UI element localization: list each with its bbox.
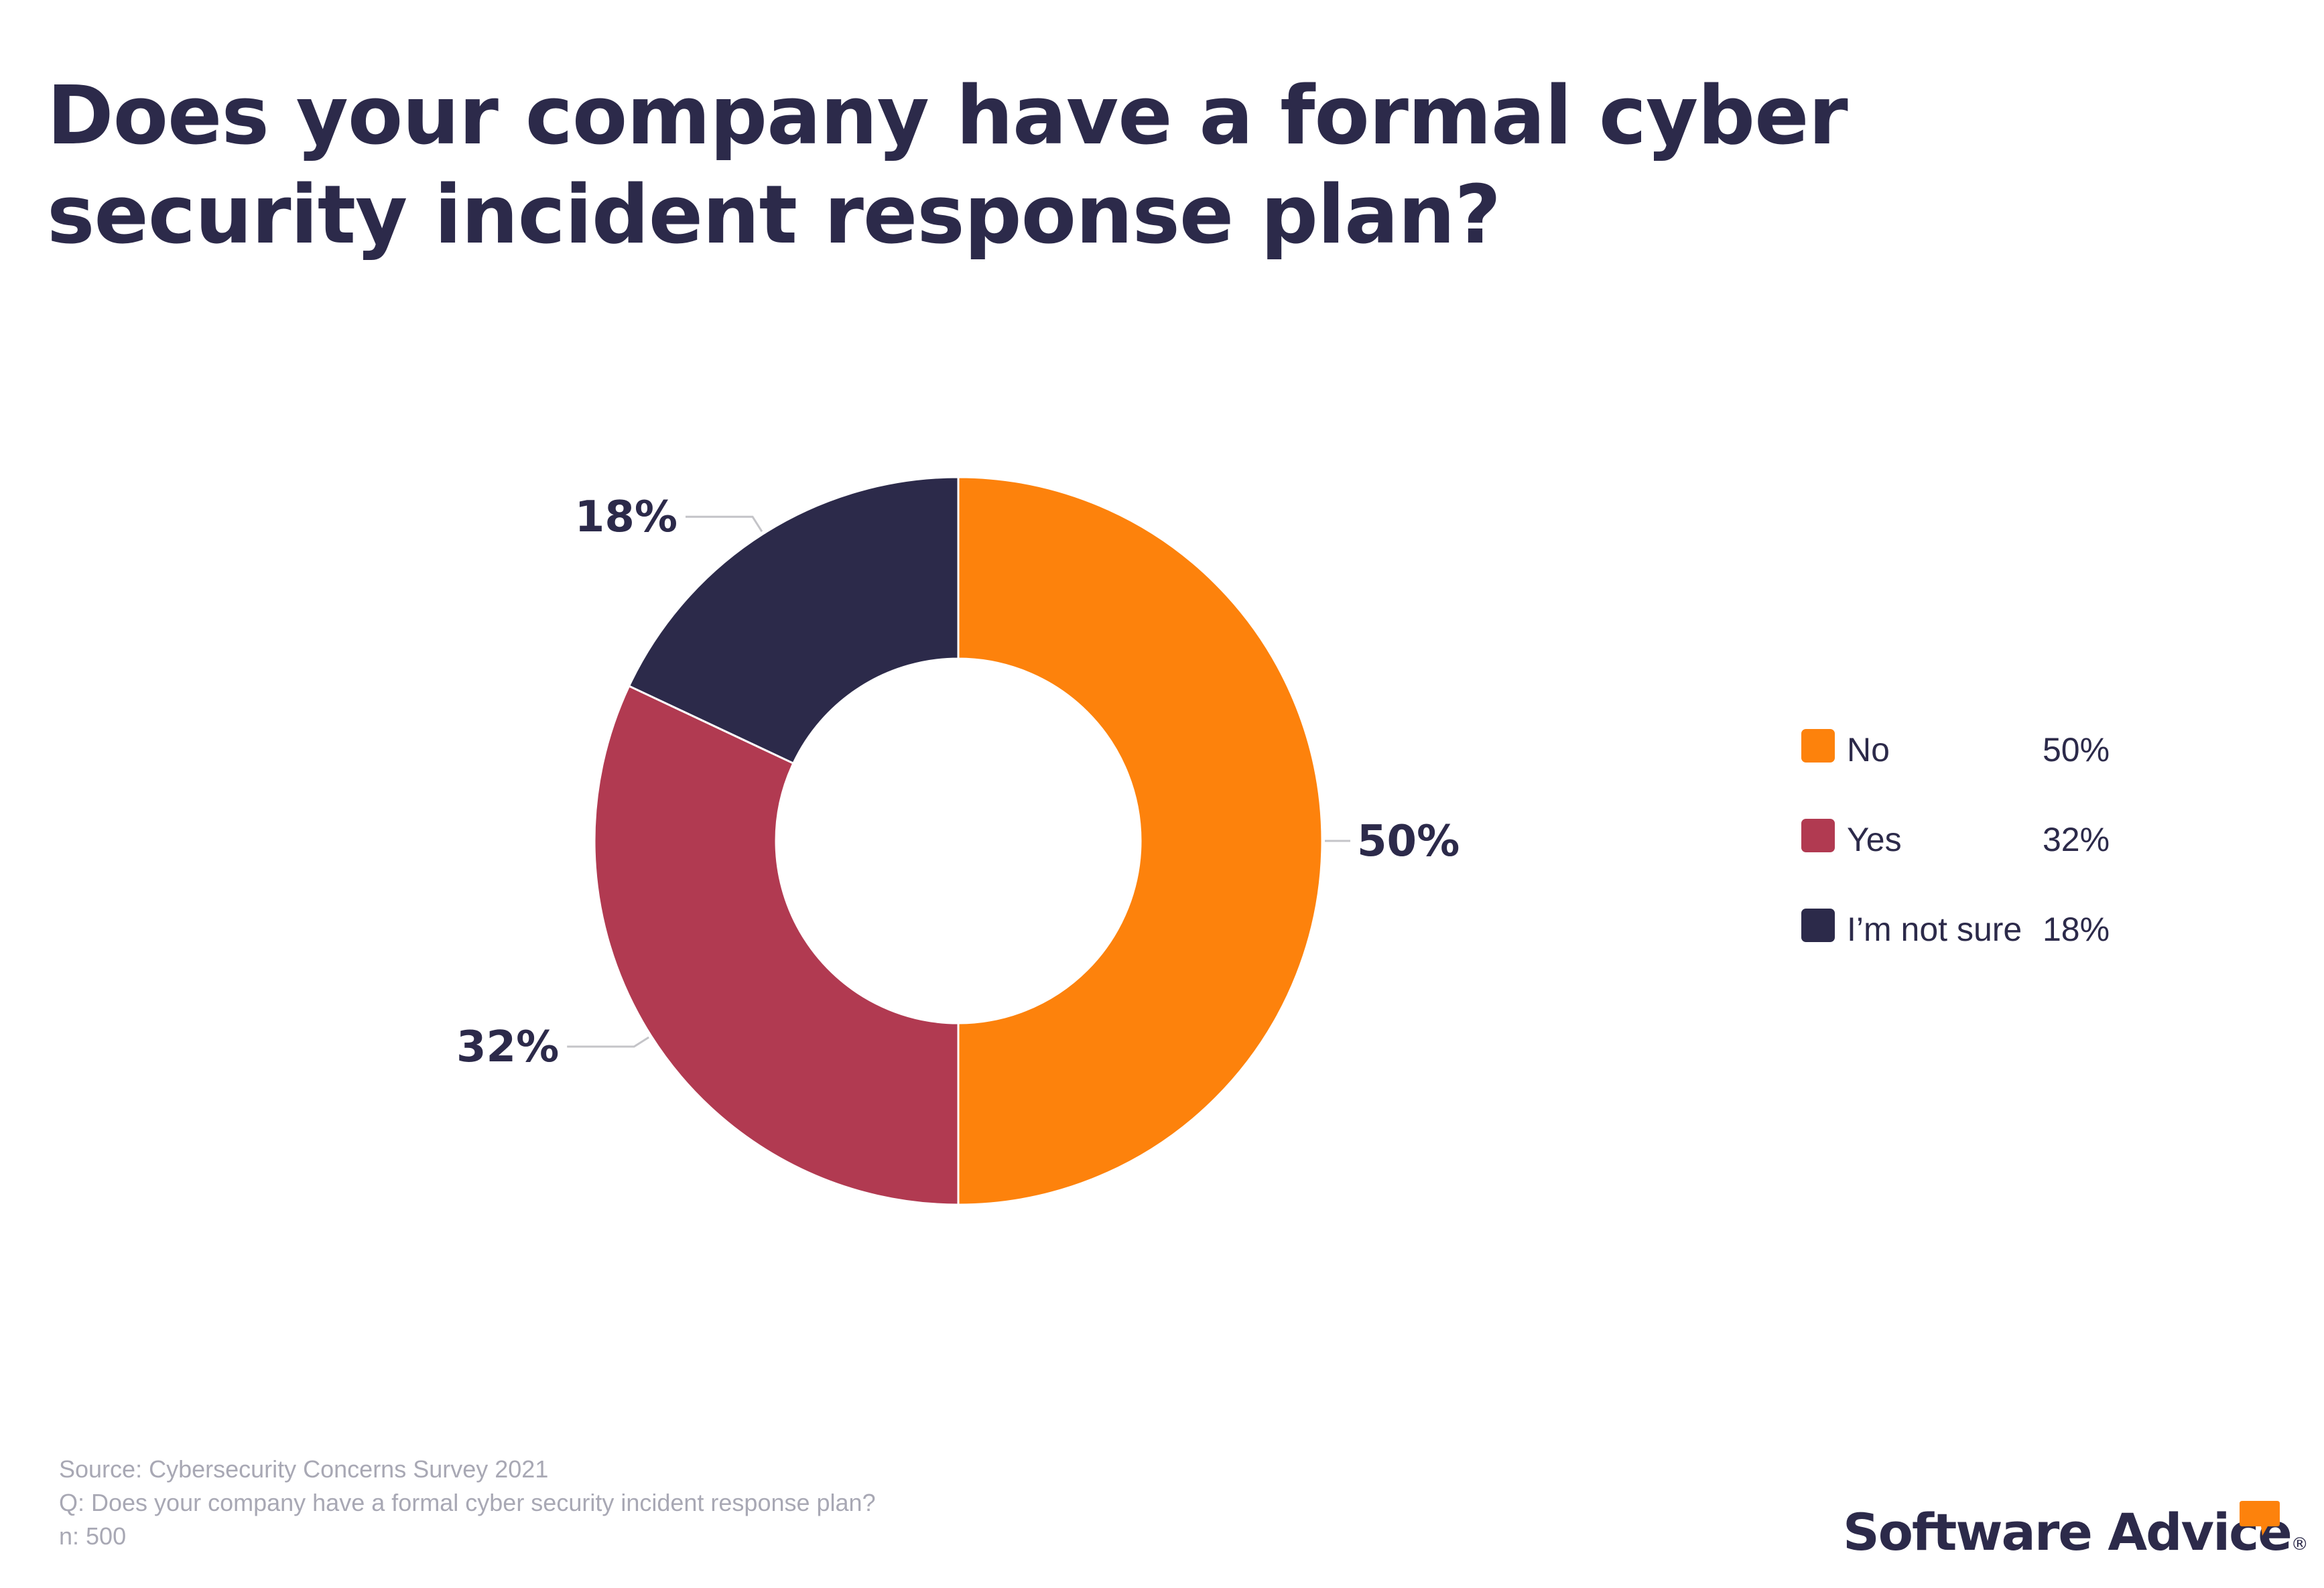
legend-item-no: No 50% xyxy=(1801,724,2150,813)
source-note: Source: Cybersecurity Concerns Survey 20… xyxy=(59,1453,876,1553)
chart-legend: No 50% Yes 32% I’m not sure 18% xyxy=(1801,724,2150,993)
donut-slice-no xyxy=(957,476,1324,1206)
legend-label-no: No xyxy=(1847,731,1890,769)
legend-swatch-yes xyxy=(1801,819,1835,852)
legend-value-yes: 32% xyxy=(2043,821,2110,858)
legend-value-no: 50% xyxy=(2043,731,2110,769)
question-line: Q: Does your company have a formal cyber… xyxy=(59,1489,876,1516)
source-line: Source: Cybersecurity Concerns Survey 20… xyxy=(59,1455,549,1483)
slice-label-yes: 32% xyxy=(456,1022,559,1072)
slice-label-not-sure: 18% xyxy=(575,492,677,542)
legend-label-yes: Yes xyxy=(1847,821,1902,858)
chart-title-line-2: security incident response plan? xyxy=(47,169,1501,262)
sample-size-line: n: 500 xyxy=(59,1522,127,1550)
legend-item-not-sure: I’m not sure 18% xyxy=(1801,903,2150,993)
legend-value-not-sure: 18% xyxy=(2043,911,2110,948)
legend-item-yes: Yes 32% xyxy=(1801,813,2150,903)
brand-logo: Software Advice® xyxy=(1843,1498,2309,1572)
brand-name: Software Advice® xyxy=(1843,1502,2309,1562)
donut-slice-yes xyxy=(593,684,960,1206)
leader-line-not-sure xyxy=(685,515,763,532)
chart-title-line-1: Does your company have a formal cyber xyxy=(47,70,1848,163)
donut-slice-not-sure xyxy=(627,476,960,765)
brand-registered-mark: ® xyxy=(2290,1534,2309,1554)
speech-bubble-icon xyxy=(2240,1501,2280,1536)
legend-label-not-sure: I’m not sure xyxy=(1847,911,2022,948)
leader-line-yes xyxy=(567,1036,649,1048)
chart-title: Does your company have a formal cyber se… xyxy=(47,67,1856,265)
slice-label-no: 50% xyxy=(1357,817,1460,866)
legend-swatch-no xyxy=(1801,729,1835,763)
brand-name-text: Software Advice xyxy=(1843,1502,2293,1562)
legend-swatch-not-sure xyxy=(1801,909,1835,942)
